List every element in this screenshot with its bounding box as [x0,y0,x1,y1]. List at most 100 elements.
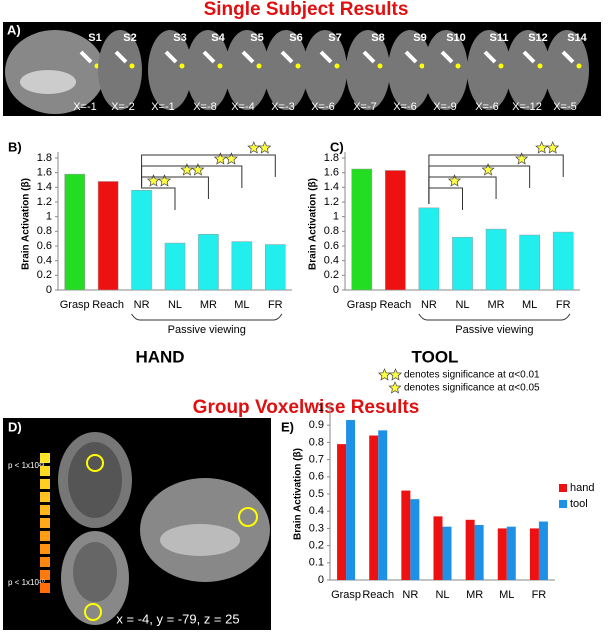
chart-title: TOOL [412,347,459,366]
bar [369,435,379,580]
x-tick-label: ML [522,299,537,311]
x-tick-label: FR [532,589,547,601]
arrow [561,50,575,64]
x-tick-label: NR [421,299,437,311]
significance-star [224,152,238,165]
y-tick-label: 1.6 [324,167,339,179]
subject-label: S1 [88,32,101,44]
bar [452,236,473,291]
significance-star [388,368,403,381]
activation [455,63,461,69]
brain-slice [186,30,230,110]
y-tick-label: 1.8 [37,152,52,164]
y-tick-label: 0.2 [324,269,339,281]
slice-coordinate: X=-7 [353,101,377,113]
y-tick-label: 0.7 [309,454,324,466]
bar [131,190,152,291]
significance-star [146,174,161,187]
subject-label: S2 [123,32,136,44]
figure-title: Single Subject Results [204,0,409,20]
x-tick-label: FR [268,299,283,311]
roi-circle [86,454,104,472]
slice-coordinate: X=-4 [231,101,255,113]
arrow [522,50,536,64]
brain-slice [467,30,511,110]
activation [179,63,185,69]
roi-circle [84,603,102,621]
subject-label: S5 [250,32,263,44]
arrow [202,50,216,64]
significance-star [258,141,272,154]
y-tick-label: 0.9 [309,419,324,431]
significance-star [213,152,227,165]
y-tick-label: 0.6 [37,240,52,252]
bar [410,499,420,580]
y-tick-label: 0.8 [324,225,339,237]
significance-bracket [141,154,276,187]
significance-star [377,368,392,381]
colorbar-cell [40,583,50,593]
bar [418,207,440,291]
panel-label: E) [281,419,294,434]
y-tick-label: 1.2 [37,196,52,208]
bar [529,528,539,580]
arrow [362,50,376,64]
y-tick-label: 0.3 [309,522,324,534]
activation [537,63,543,69]
activation [217,63,223,69]
slice-coordinate: X=-5 [553,101,577,113]
significance-bracket [428,154,564,204]
y-tick-label: 1.6 [37,167,52,179]
y-tick-label: 0.1 [309,557,324,569]
figure-title: Group Voxelwise Results [193,397,420,418]
arrow [164,50,178,64]
x-tick-label: ML [234,299,249,311]
group-bracket [131,313,283,321]
bar [346,420,356,580]
brain-slice [20,70,76,94]
bar [385,170,406,291]
arrow [319,50,333,64]
legend-label: tool [570,498,588,510]
activation [576,63,582,69]
brain-slice [303,30,347,110]
y-tick-label: 1 [333,211,339,223]
y-tick-label: 0.5 [309,488,324,500]
bar [337,444,347,580]
colorbar-cell [40,570,50,580]
y-tick-label: 0.4 [37,255,52,267]
y-tick-label: 0.2 [37,269,52,281]
x-tick-label: NR [402,589,418,601]
brain-slice [148,30,192,110]
y-tick-label: 0 [46,284,52,296]
y-tick-label: 0.4 [309,505,324,517]
group-bracket [418,313,571,321]
legend-swatch [559,484,567,492]
bar [64,173,85,291]
bar [433,516,443,580]
sig-note: denotes significance at α<0.05 [404,383,540,394]
brain-slice [225,30,269,110]
slice-coordinate: X=-6 [311,101,335,113]
activation [498,63,504,69]
x-tick-label: NL [435,589,449,601]
significance-star [447,174,462,187]
colorbar-cell [40,505,50,515]
significance-star [180,163,194,176]
bar [506,526,516,580]
y-axis-label: Brain Activation (β) [293,448,304,540]
legend-swatch [559,500,567,508]
significance-star [515,152,529,165]
subject-label: S4 [211,32,225,44]
x-tick-label: NL [168,299,182,311]
y-tick-label: 1.4 [324,181,339,193]
brain-slices: S1 X=-1 S2 X=-2 S3 X=-1 S4 X=-8 S5 X=-4 S6 X=-3 S7 X=… [5,30,589,114]
x-tick-label: ML [499,589,514,601]
bar [164,242,186,291]
brain-slice [545,30,589,110]
y-axis-label: Brain Activation (β) [308,178,319,270]
slice-coordinate: X=-9 [433,101,457,113]
slice-coordinate: X=-6 [475,101,499,113]
y-axis-label: Brain Activation (β) [21,178,32,270]
